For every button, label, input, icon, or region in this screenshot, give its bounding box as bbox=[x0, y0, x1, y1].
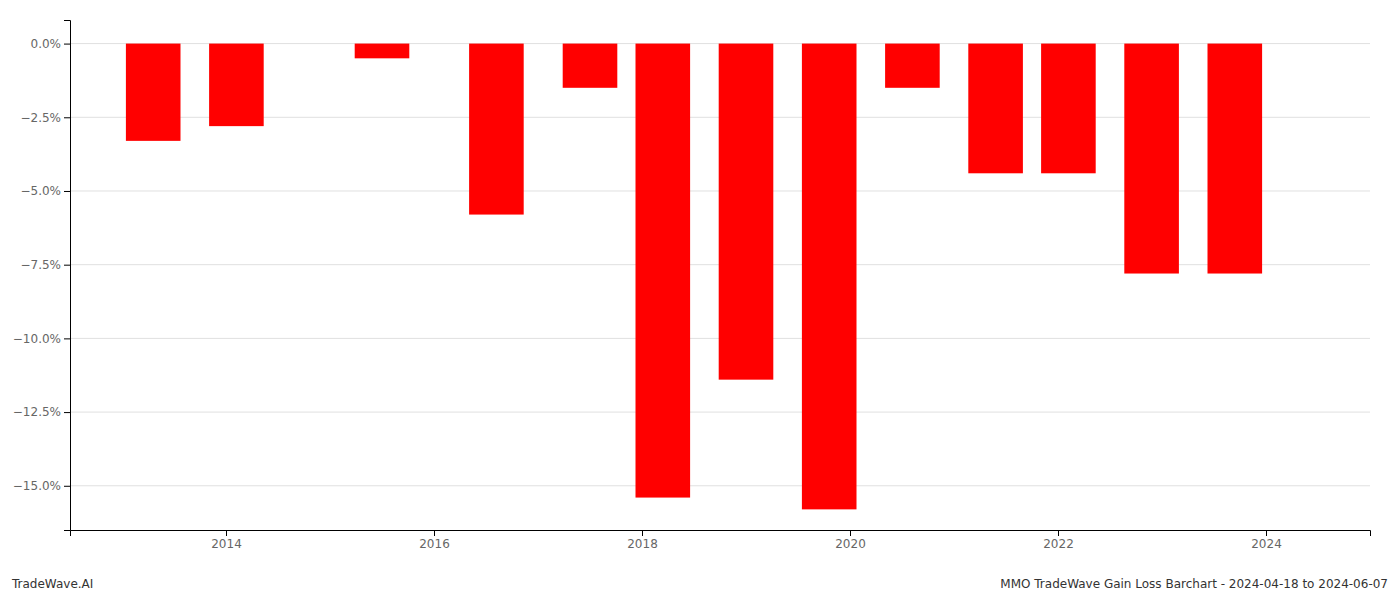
tick: −2.5% bbox=[20, 111, 70, 125]
tick-label: 2022 bbox=[1043, 537, 1074, 551]
tick-mark bbox=[1266, 530, 1267, 536]
grid-line bbox=[70, 485, 1370, 486]
axis-line bbox=[71, 531, 1371, 537]
tick: 2022 bbox=[1043, 530, 1074, 551]
tick-mark bbox=[64, 265, 70, 266]
bar bbox=[885, 44, 940, 88]
footer-left: TradeWave.AI bbox=[11, 577, 93, 591]
grid bbox=[70, 44, 1370, 486]
bar bbox=[469, 44, 524, 215]
tick-label: −2.5% bbox=[20, 111, 61, 125]
bar bbox=[1041, 44, 1096, 174]
tick-mark bbox=[64, 338, 70, 339]
tick-mark bbox=[64, 191, 70, 192]
tick-mark bbox=[226, 530, 227, 536]
tick-label: −5.0% bbox=[20, 184, 61, 198]
tick-label: 2020 bbox=[835, 537, 866, 551]
tick-mark bbox=[850, 530, 851, 536]
tick: 2014 bbox=[211, 530, 242, 551]
bar bbox=[1124, 44, 1179, 274]
bars bbox=[126, 44, 1262, 510]
tick-label: 2024 bbox=[1251, 537, 1282, 551]
y-axis: 0.0% −2.5% −5.0% −7.5% −10.0% −12.5% −15.0% bbox=[13, 21, 71, 531]
tick-label: 0.0% bbox=[31, 37, 62, 51]
tick-label: −15.0% bbox=[13, 479, 61, 493]
tick-mark bbox=[64, 412, 70, 413]
x-axis: 2014 2016 2018 2020 2022 2024 bbox=[71, 530, 1371, 551]
tick: 2018 bbox=[627, 530, 658, 551]
bar bbox=[563, 44, 618, 88]
tick-label: 2014 bbox=[211, 537, 242, 551]
tick-label: −10.0% bbox=[13, 332, 61, 346]
tick-mark bbox=[434, 530, 435, 536]
tick: 2016 bbox=[419, 530, 450, 551]
tick-label: 2016 bbox=[419, 537, 450, 551]
tick-label: −12.5% bbox=[13, 405, 61, 419]
tick: 0.0% bbox=[31, 37, 71, 51]
chart: 0.0% −2.5% −5.0% −7.5% −10.0% −12.5% −15.0% 201… bbox=[0, 0, 1400, 600]
tick-mark bbox=[64, 486, 70, 487]
tick-mark bbox=[1058, 530, 1059, 536]
bar bbox=[968, 44, 1023, 174]
bar bbox=[1208, 44, 1263, 274]
footer-right: MMO TradeWave Gain Loss Barchart - 2024-… bbox=[1000, 577, 1388, 591]
bar bbox=[209, 44, 264, 127]
tick: −15.0% bbox=[13, 479, 70, 493]
tick: −12.5% bbox=[13, 405, 70, 419]
tick-label: 2018 bbox=[627, 537, 658, 551]
plot: 0.0% −2.5% −5.0% −7.5% −10.0% −12.5% −15.0% 201… bbox=[13, 21, 1371, 551]
tick: 2024 bbox=[1251, 530, 1282, 551]
bar bbox=[636, 44, 691, 498]
bar bbox=[126, 44, 181, 141]
tick-mark bbox=[642, 530, 643, 536]
tick-label: −7.5% bbox=[20, 258, 61, 272]
tick: 2020 bbox=[835, 530, 866, 551]
tick-mark bbox=[64, 44, 70, 45]
tick-mark bbox=[64, 117, 70, 118]
axis-line bbox=[64, 21, 71, 531]
tick: −5.0% bbox=[20, 184, 70, 198]
bar bbox=[719, 44, 774, 380]
bar bbox=[802, 44, 857, 510]
tick: −7.5% bbox=[20, 258, 70, 272]
bar bbox=[355, 44, 410, 59]
grid-line bbox=[70, 412, 1370, 413]
tick: −10.0% bbox=[13, 332, 70, 346]
